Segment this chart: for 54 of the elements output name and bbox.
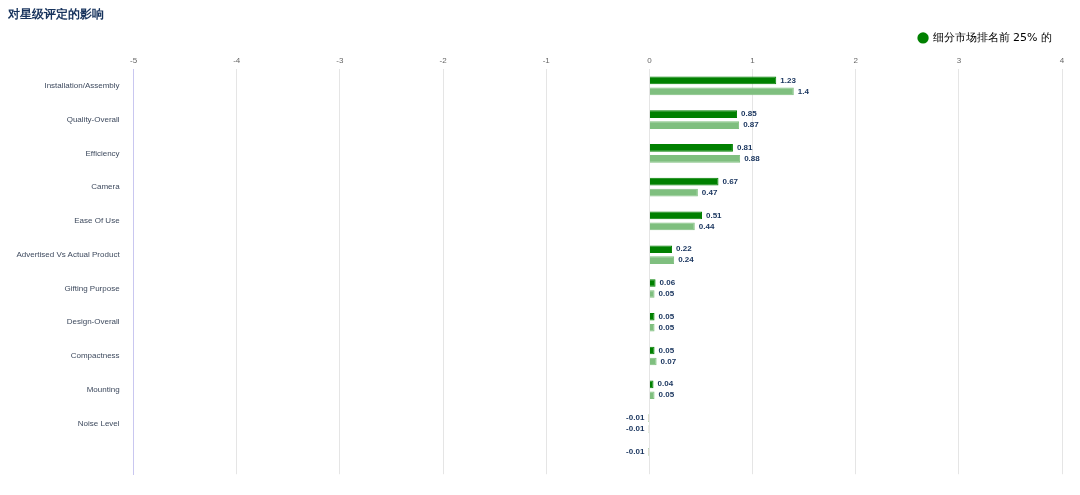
data-label: 0.67 bbox=[722, 176, 739, 186]
data-label: 0.05 bbox=[658, 322, 675, 332]
y-tick-label: Design-Overall bbox=[66, 317, 120, 327]
y-tick-label: Mounting bbox=[86, 384, 120, 394]
y-tick-label: Gifting Purpose bbox=[64, 283, 121, 293]
y-tick-label: Compactness bbox=[70, 351, 120, 361]
chart-title: 对星级评定的影响 bbox=[7, 7, 104, 22]
data-label: 0.85 bbox=[741, 109, 758, 119]
data-label: 0.04 bbox=[657, 379, 674, 389]
y-tick-label: Efficiency bbox=[85, 148, 120, 158]
x-tick-label: 3 bbox=[956, 56, 962, 66]
bar bbox=[649, 144, 733, 152]
data-label: -0.01 bbox=[626, 447, 645, 457]
data-label: 0.05 bbox=[658, 345, 675, 355]
legend-label: 细分市场排名前 25% 的 bbox=[932, 30, 1053, 44]
x-tick-label: 1 bbox=[750, 56, 756, 66]
y-tick-label: Quality-Overall bbox=[66, 114, 120, 124]
data-label: 0.24 bbox=[678, 255, 695, 265]
data-label: -0.01 bbox=[626, 424, 645, 434]
data-label: 0.07 bbox=[660, 356, 677, 366]
x-tick-label: -3 bbox=[336, 56, 345, 66]
y-tick-label: Advertised Vs Actual Product bbox=[16, 249, 121, 259]
data-label: 0.88 bbox=[744, 154, 761, 164]
y-tick-label: Installation/Assembly bbox=[44, 81, 120, 91]
x-tick-label: -2 bbox=[439, 56, 448, 66]
data-label: -0.01 bbox=[626, 413, 645, 423]
x-tick-label: 4 bbox=[1059, 56, 1065, 66]
data-label: 0.05 bbox=[658, 311, 675, 321]
x-tick-label: -5 bbox=[130, 56, 138, 66]
bar bbox=[649, 155, 741, 163]
bar bbox=[649, 245, 673, 254]
data-label: 0.87 bbox=[743, 120, 760, 130]
bar bbox=[649, 188, 698, 197]
data-label: 0.44 bbox=[698, 221, 715, 231]
data-label: 0.51 bbox=[705, 210, 723, 220]
data-label: 0.05 bbox=[658, 390, 675, 400]
bar bbox=[649, 121, 740, 129]
x-tick-label: 2 bbox=[853, 56, 859, 66]
data-label: 0.81 bbox=[736, 143, 754, 153]
data-label: 0.05 bbox=[658, 289, 675, 299]
bar bbox=[649, 380, 654, 389]
y-tick-label: Camera bbox=[91, 182, 121, 192]
x-tick-label: 0 bbox=[647, 56, 653, 66]
y-tick-label: Noise Level bbox=[77, 418, 120, 428]
x-tick-label: -4 bbox=[233, 56, 241, 66]
x-tick-label: -1 bbox=[542, 56, 551, 66]
data-label: 0.47 bbox=[701, 187, 718, 197]
data-label: 1.23 bbox=[780, 75, 797, 85]
data-label: 1.4 bbox=[797, 86, 810, 96]
bar bbox=[649, 110, 738, 118]
y-tick-label: Ease Of Use bbox=[74, 216, 121, 226]
data-label: 0.22 bbox=[676, 244, 693, 254]
bar bbox=[649, 177, 719, 186]
data-label: 0.06 bbox=[659, 278, 676, 288]
